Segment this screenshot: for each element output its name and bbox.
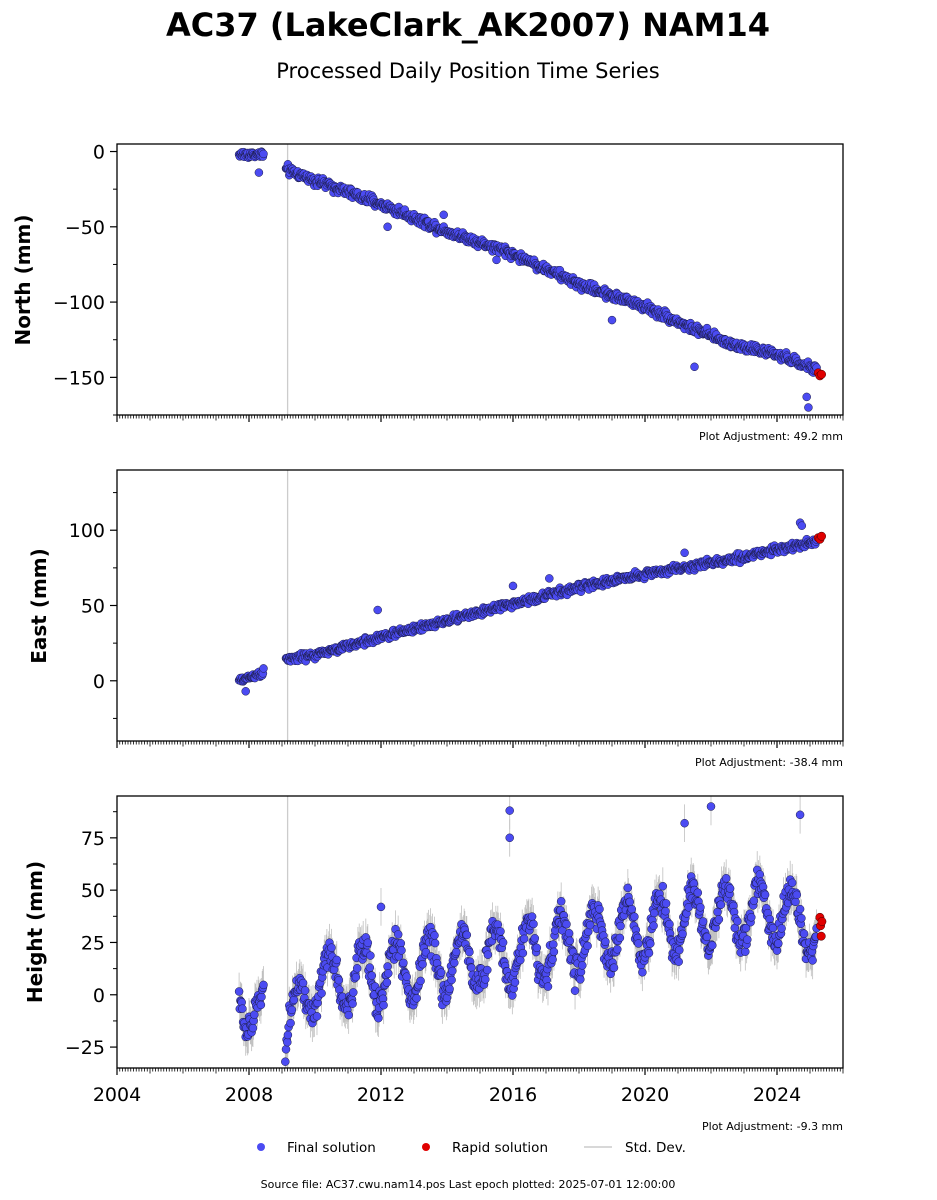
final-point (248, 1023, 258, 1033)
final-point (298, 978, 308, 988)
final-point (283, 1030, 293, 1040)
rapid-solution-series-north (813, 368, 826, 381)
y-tick-label: −50 (65, 217, 105, 239)
rapid-point (817, 531, 826, 541)
final-point (289, 995, 299, 1005)
plot-adjustment-height: Plot Adjustment: -9.3 mm (702, 1120, 843, 1133)
final-point (300, 986, 310, 995)
plot-area-north (234, 144, 826, 415)
final-point (344, 1010, 353, 1020)
final-point (283, 1037, 292, 1047)
final-point (259, 980, 268, 990)
final-point (680, 548, 689, 558)
final-point (352, 964, 362, 973)
final-point (804, 403, 813, 412)
y-tick-label: 50 (81, 596, 105, 618)
figure-subtitle: Processed Daily Position Time Series (276, 59, 660, 83)
final-point (351, 972, 361, 982)
final-point (383, 222, 392, 232)
plot-area-east (234, 470, 826, 741)
rapid-point (817, 369, 826, 379)
y-tick-label: 100 (69, 520, 105, 542)
rapid-solution-series-east (813, 531, 826, 544)
y-axis-label-north: North (mm) (11, 214, 35, 345)
final-point (257, 992, 266, 1002)
final-point (545, 574, 554, 583)
final-point (256, 1000, 266, 1010)
final-point (508, 581, 518, 591)
final-point (254, 168, 264, 177)
plot-adjustment-north: Plot Adjustment: 49.2 mm (699, 430, 843, 443)
final-point (287, 1005, 297, 1015)
final-point (492, 255, 501, 265)
final-point (332, 955, 342, 965)
panel-height: Height (mm) Plot Adjustment: -9.3 mm −25… (23, 795, 844, 1133)
final-point (802, 392, 811, 402)
panel-north: North (mm) Plot Adjustment: 49.2 mm 0 −50… (11, 142, 844, 443)
final-point (607, 315, 617, 325)
final-point (317, 989, 326, 998)
y-tick-label: 0 (93, 671, 105, 693)
final-point (334, 975, 344, 985)
y-tick-label: 0 (93, 142, 105, 164)
final-point (259, 664, 268, 673)
final-point (312, 1012, 322, 1021)
figure-title: AC37 (LakeClark_AK2007) NAM14 (166, 6, 770, 44)
axes-frame-north (116, 143, 844, 416)
final-point (234, 987, 244, 996)
plot-area-height (234, 796, 827, 1068)
final-point (348, 999, 357, 1008)
y-tick-label: −100 (53, 292, 105, 314)
y-tick-label: −150 (53, 367, 105, 389)
final-point (238, 1004, 247, 1013)
panel-east: East (mm) Plot Adjustment: -38.4 mm 0 50 1… (27, 469, 844, 769)
final-point (439, 210, 448, 220)
final-point (241, 687, 250, 696)
y-axis-label-height: Height (mm) (23, 861, 47, 1003)
final-solution-series-north (234, 147, 821, 412)
final-solution-series-height (234, 802, 821, 1066)
final-point (281, 1045, 291, 1054)
final-point (349, 988, 358, 997)
final-point (690, 362, 699, 372)
final-solution-series-east (234, 518, 821, 696)
final-point (259, 149, 268, 159)
y-axis-label-east: East (mm) (27, 548, 51, 664)
final-point (250, 1010, 259, 1019)
plot-adjustment-east: Plot Adjustment: -38.4 mm (695, 756, 843, 769)
final-point (327, 943, 336, 952)
final-point (797, 521, 807, 530)
final-point (286, 1018, 295, 1028)
final-point (373, 605, 382, 615)
